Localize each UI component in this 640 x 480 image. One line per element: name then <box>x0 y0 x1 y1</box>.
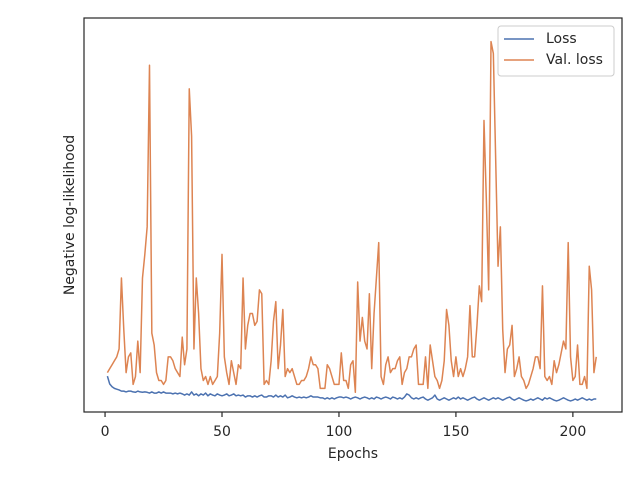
x-axis-label: Epochs <box>328 446 378 462</box>
plot-area <box>106 40 598 402</box>
legend-label: Loss <box>546 31 577 47</box>
x-tick-label: 100 <box>326 424 353 440</box>
x-tick-label: 150 <box>443 424 470 440</box>
x-tick-label: 50 <box>213 424 231 440</box>
series-line <box>106 375 597 402</box>
legend: Loss Val. loss <box>497 25 615 77</box>
x-tick-label: 0 <box>101 424 110 440</box>
plot-frame <box>83 17 623 413</box>
legend-label: Val. loss <box>546 52 603 68</box>
y-axis-label: Negative log-likelihood <box>62 135 78 295</box>
series-line <box>106 40 598 394</box>
x-tick-label: 200 <box>560 424 587 440</box>
